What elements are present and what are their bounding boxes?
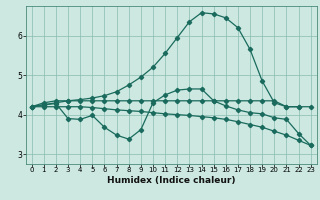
X-axis label: Humidex (Indice chaleur): Humidex (Indice chaleur) — [107, 176, 236, 185]
